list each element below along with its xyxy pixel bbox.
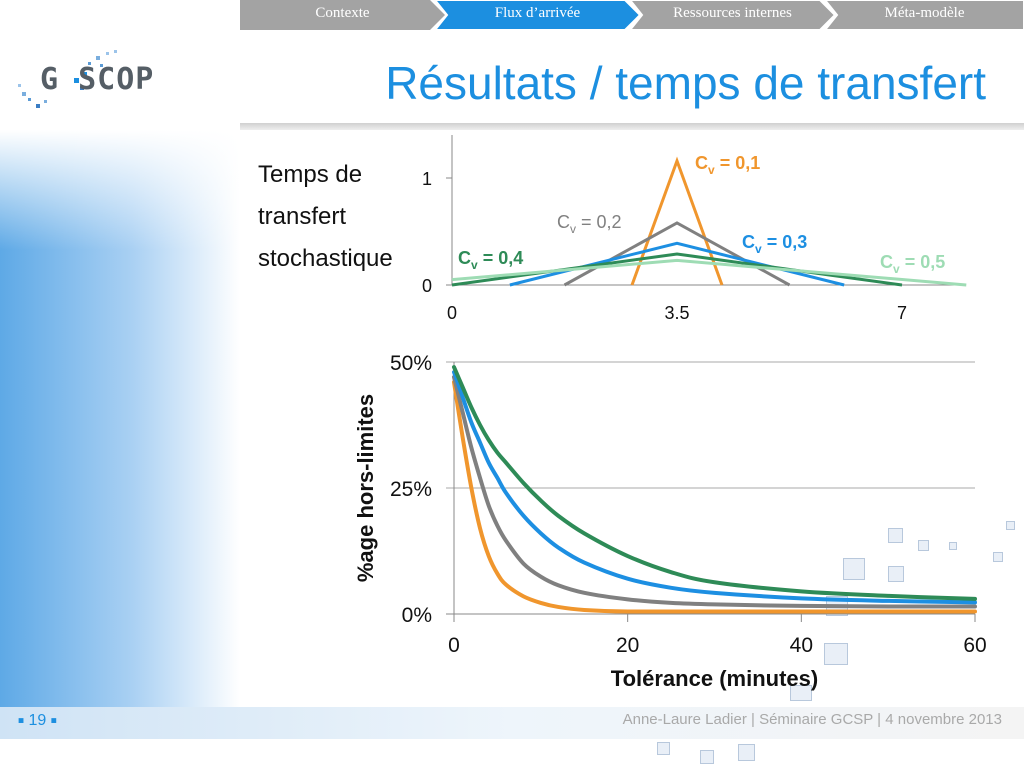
- page-number-value: 19: [28, 712, 47, 729]
- y-tick-label: 0: [422, 276, 432, 296]
- deco-square: [949, 542, 957, 550]
- y-axis-label: %age hors-limites: [353, 394, 378, 582]
- footer-bar: [0, 707, 1024, 739]
- nav-tab-label: Contexte: [315, 5, 370, 21]
- y-tick-label: 1: [422, 169, 432, 189]
- bullet-icon: ■: [18, 715, 25, 727]
- nav-tab-label: Flux d’arrivée: [494, 5, 581, 21]
- x-tick-label: 20: [616, 634, 639, 657]
- x-tick-label: 3.5: [664, 303, 689, 323]
- deco-square: [1006, 521, 1015, 530]
- deco-square: [824, 643, 848, 665]
- series-label-2: Cv = 0,2: [557, 212, 622, 236]
- page-number: ■ 19 ■: [18, 712, 57, 730]
- title-divider: [240, 123, 1024, 130]
- deco-square: [657, 742, 670, 755]
- x-tick-label: 40: [790, 634, 813, 657]
- series-line-1: [630, 156, 724, 286]
- y-tick-label: 50%: [390, 352, 432, 375]
- logo-text: G SCOP: [40, 62, 155, 97]
- series-label-5: Cv = 0,5: [880, 252, 945, 276]
- nav-tab-flux-arrivee[interactable]: Flux d’arrivée: [435, 0, 640, 30]
- stochastic-transfer-label: Temps de transfert stochastique: [258, 161, 393, 272]
- logo-dots-icon: [18, 50, 117, 108]
- series-label-1: Cv = 0,1: [695, 153, 760, 177]
- x-tick-label: 0: [447, 303, 457, 323]
- series-line-3: [452, 370, 977, 605]
- y-tick-label: 25%: [390, 478, 432, 501]
- series-label-4: Cv = 0,4: [458, 248, 523, 272]
- x-tick-label: 60: [963, 634, 986, 657]
- nav-tab-meta-modele[interactable]: Méta-modèle: [825, 0, 1024, 30]
- series-line-1: [452, 380, 977, 614]
- deco-square: [700, 750, 714, 764]
- bullet-icon: ■: [50, 715, 57, 727]
- nav-tab-contexte[interactable]: Contexte: [240, 0, 445, 30]
- series-line-2: [452, 375, 977, 609]
- deco-square: [918, 540, 929, 551]
- section-nav: Contexte Flux d’arrivée Ressources inter…: [240, 0, 1024, 30]
- deco-square: [888, 566, 904, 582]
- series-label-3: Cv = 0,3: [742, 232, 807, 256]
- nav-tab-ressources-internes[interactable]: Ressources internes: [630, 0, 835, 30]
- series-line-4: [452, 365, 977, 601]
- deco-square: [790, 685, 812, 701]
- page-title: Résultats / temps de transfert: [385, 57, 986, 109]
- deco-square: [843, 558, 865, 580]
- nav-tab-label: Méta-modèle: [884, 5, 965, 21]
- nav-tab-label: Ressources internes: [673, 5, 792, 21]
- series-line-5: [451, 258, 967, 287]
- y-tick-label: 0%: [402, 604, 432, 627]
- footer-credits: Anne-Laure Ladier | Séminaire GCSP | 4 n…: [622, 711, 1002, 728]
- deco-square: [888, 528, 903, 543]
- gscop-logo: G SCOP: [14, 48, 194, 118]
- x-tick-label: 7: [897, 303, 907, 323]
- x-tick-label: 0: [448, 634, 460, 657]
- left-panel-fade: [0, 130, 240, 250]
- deco-square: [738, 744, 755, 761]
- x-axis-label: Tolérance (minutes): [611, 666, 818, 691]
- deco-square: [993, 552, 1003, 562]
